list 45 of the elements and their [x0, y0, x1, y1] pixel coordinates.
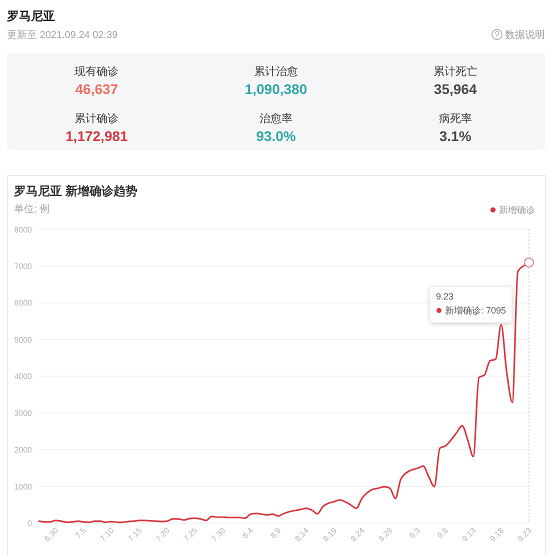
x-tick-label: 7.5 — [74, 526, 88, 540]
y-tick-label: 7000 — [14, 262, 32, 272]
page-title: 罗马尼亚 — [7, 9, 55, 23]
stat-value: 1,172,981 — [66, 128, 128, 144]
y-tick-label: 2000 — [14, 446, 32, 455]
stat-value: 93.0% — [256, 128, 296, 144]
stat-value: 3.1% — [439, 128, 472, 144]
stat-label: 病死率 — [438, 113, 472, 125]
y-tick-label: 6000 — [14, 298, 32, 308]
x-tick-label: 7.15 — [126, 526, 144, 544]
y-tick-label: 8000 — [14, 225, 32, 234]
x-tick-label: 9.3 — [408, 526, 422, 540]
update-time: 更新至 2021.09.24 02:39 — [7, 30, 118, 41]
x-tick-label: 8.29 — [376, 526, 394, 544]
y-tick-label: 5000 — [14, 335, 32, 344]
x-tick-label: 7.30 — [210, 526, 228, 544]
stat-value: 46,637 — [75, 81, 118, 97]
x-tick-label: 9.18 — [488, 526, 506, 544]
x-tick-label: 9.23 — [516, 526, 534, 544]
data-note-link: 数据说明 — [505, 30, 545, 41]
x-tick-label: 8.19 — [321, 526, 339, 544]
stat-value: 35,964 — [434, 81, 477, 97]
y-tick-label: 1000 — [14, 482, 32, 492]
chart-title: 罗马尼亚 新增确诊趋势 — [14, 184, 138, 198]
y-axis-unit: 单位: 例 — [14, 204, 50, 215]
stat-label: 治愈率 — [260, 113, 292, 125]
x-tick-label: 7.25 — [182, 526, 200, 544]
y-tick-label: 3000 — [14, 408, 32, 418]
legend-label: 新增确诊 — [499, 205, 535, 215]
y-tick-label: 0 — [28, 519, 32, 528]
x-tick-label: 7.10 — [98, 526, 116, 544]
y-tick-label: 4000 — [14, 372, 32, 382]
annotation: 9.23 — [436, 292, 454, 302]
stat-value: 1,090,380 — [244, 81, 308, 97]
x-tick-label: 9.8 — [436, 526, 450, 540]
stat-label: 累计死亡 — [433, 66, 478, 78]
x-tick-label: 7.20 — [154, 526, 172, 544]
x-tick-label: 6.30 — [42, 526, 60, 544]
x-tick-label: 9.13 — [460, 526, 478, 544]
stat-label: 累计治愈 — [254, 66, 298, 78]
stat-label: 现有确诊 — [74, 66, 119, 78]
stat-label: 累计确诊 — [74, 113, 119, 125]
x-tick-label: 8.9 — [268, 526, 283, 540]
annotation: 新增确诊: 7095 — [444, 306, 506, 316]
x-tick-label: 8.4 — [240, 526, 255, 540]
